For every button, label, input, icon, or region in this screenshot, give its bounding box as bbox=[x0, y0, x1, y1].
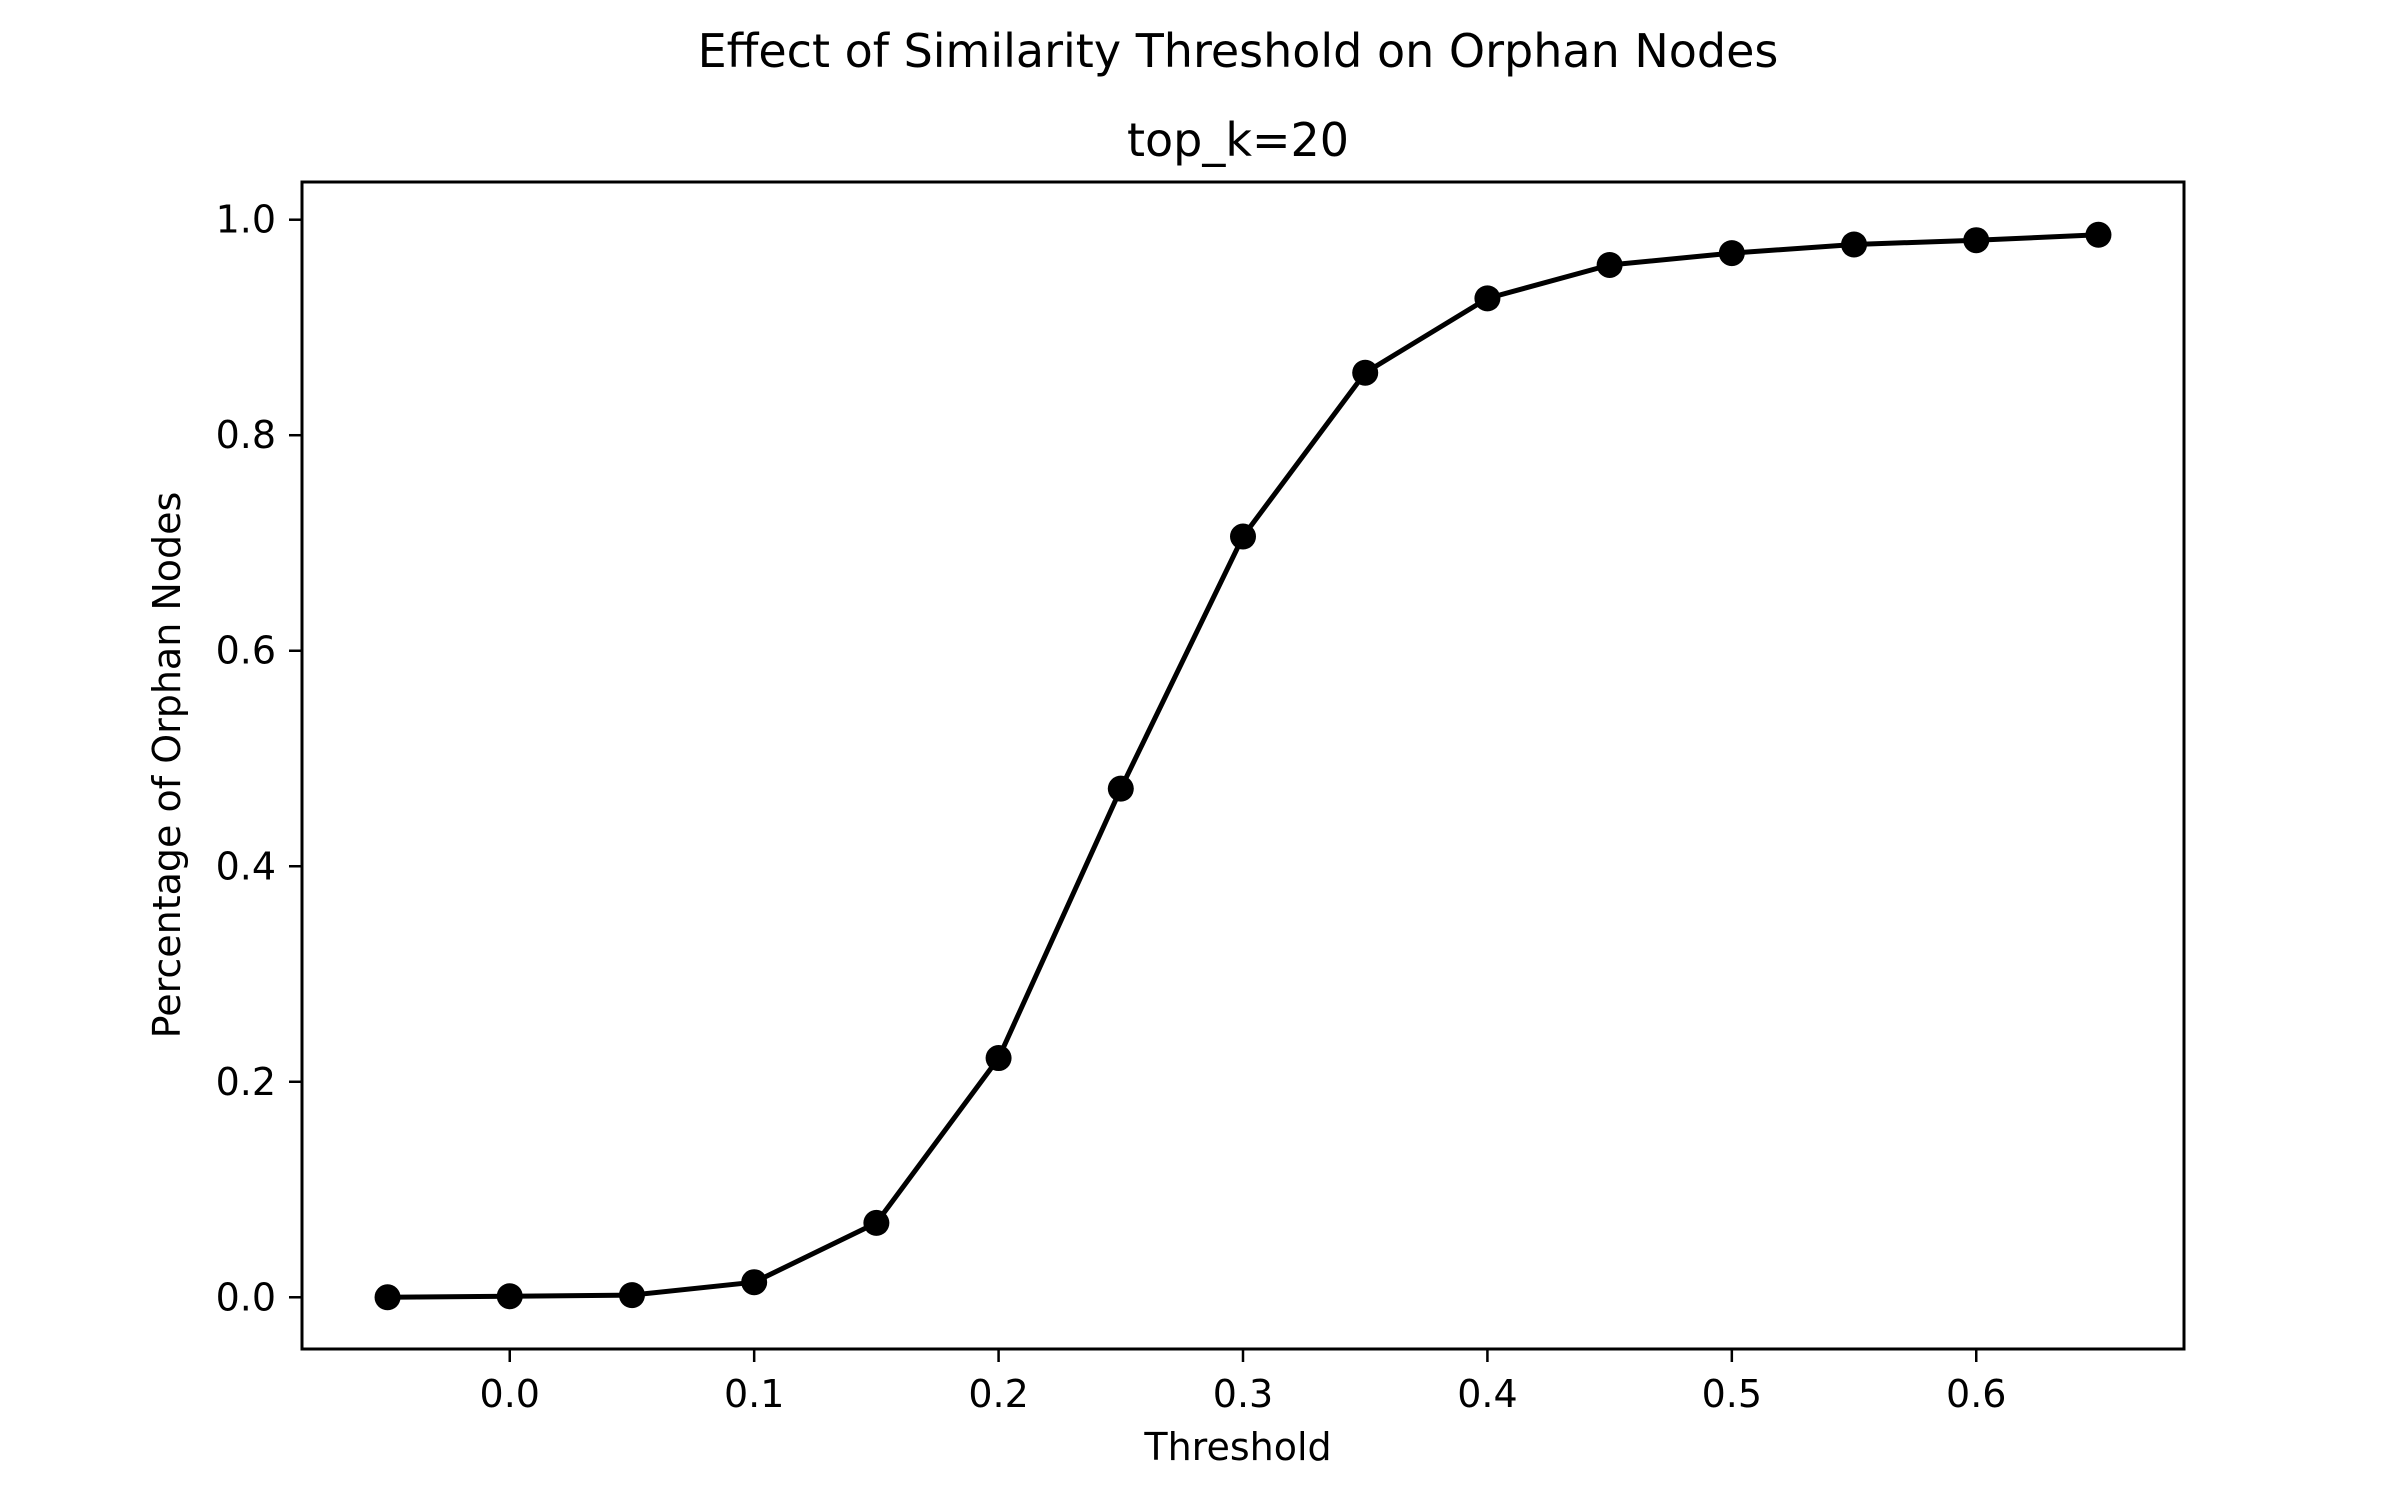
data-point bbox=[741, 1269, 768, 1296]
data-point bbox=[863, 1209, 890, 1236]
axes-frame bbox=[300, 180, 2186, 1351]
x-tick-label: 0.6 bbox=[1946, 1372, 2006, 1416]
data-point bbox=[1474, 285, 1501, 312]
data-point bbox=[985, 1045, 1012, 1072]
data-point bbox=[618, 1282, 645, 1309]
data-point bbox=[1963, 227, 1990, 254]
data-point bbox=[496, 1283, 523, 1310]
chart-title: Effect of Similarity Threshold on Orphan… bbox=[698, 24, 1779, 78]
y-tick-label: 0.4 bbox=[216, 844, 276, 888]
x-axis-label: Threshold bbox=[1143, 1425, 1331, 1469]
x-tick-label: 0.0 bbox=[480, 1372, 540, 1416]
chart-subtitle: top_k=20 bbox=[1127, 113, 1349, 167]
data-point bbox=[1230, 523, 1256, 550]
x-tick-label: 0.2 bbox=[968, 1372, 1028, 1416]
x-tick-label: 0.4 bbox=[1457, 1372, 1517, 1416]
data-point bbox=[1718, 240, 1745, 267]
data-point bbox=[1352, 359, 1379, 386]
y-axis-label: Percentage of Orphan Nodes bbox=[145, 492, 189, 1039]
data-point bbox=[1841, 231, 1868, 258]
y-tick-label: 0.8 bbox=[216, 413, 276, 457]
data-point bbox=[374, 1284, 401, 1311]
y-tick-label: 0.6 bbox=[216, 629, 276, 673]
data-point bbox=[1107, 775, 1134, 802]
x-tick-label: 0.1 bbox=[724, 1372, 784, 1416]
data-point bbox=[1596, 251, 1623, 278]
y-tick-label: 0.2 bbox=[216, 1060, 276, 1104]
plot-area: 0.0 0.1 0.2 0.3 0.4 0.5 0.6 0.0 0.2 0.4 0.6 0.8 1.0 bbox=[216, 180, 2186, 1416]
y-tick-label: 1.0 bbox=[216, 198, 276, 242]
data-point bbox=[2085, 221, 2112, 248]
series-line bbox=[385, 232, 2101, 1300]
y-tick-label: 0.0 bbox=[216, 1275, 276, 1319]
x-tick-label: 0.5 bbox=[1702, 1372, 1762, 1416]
x-tick-label: 0.3 bbox=[1213, 1372, 1273, 1416]
